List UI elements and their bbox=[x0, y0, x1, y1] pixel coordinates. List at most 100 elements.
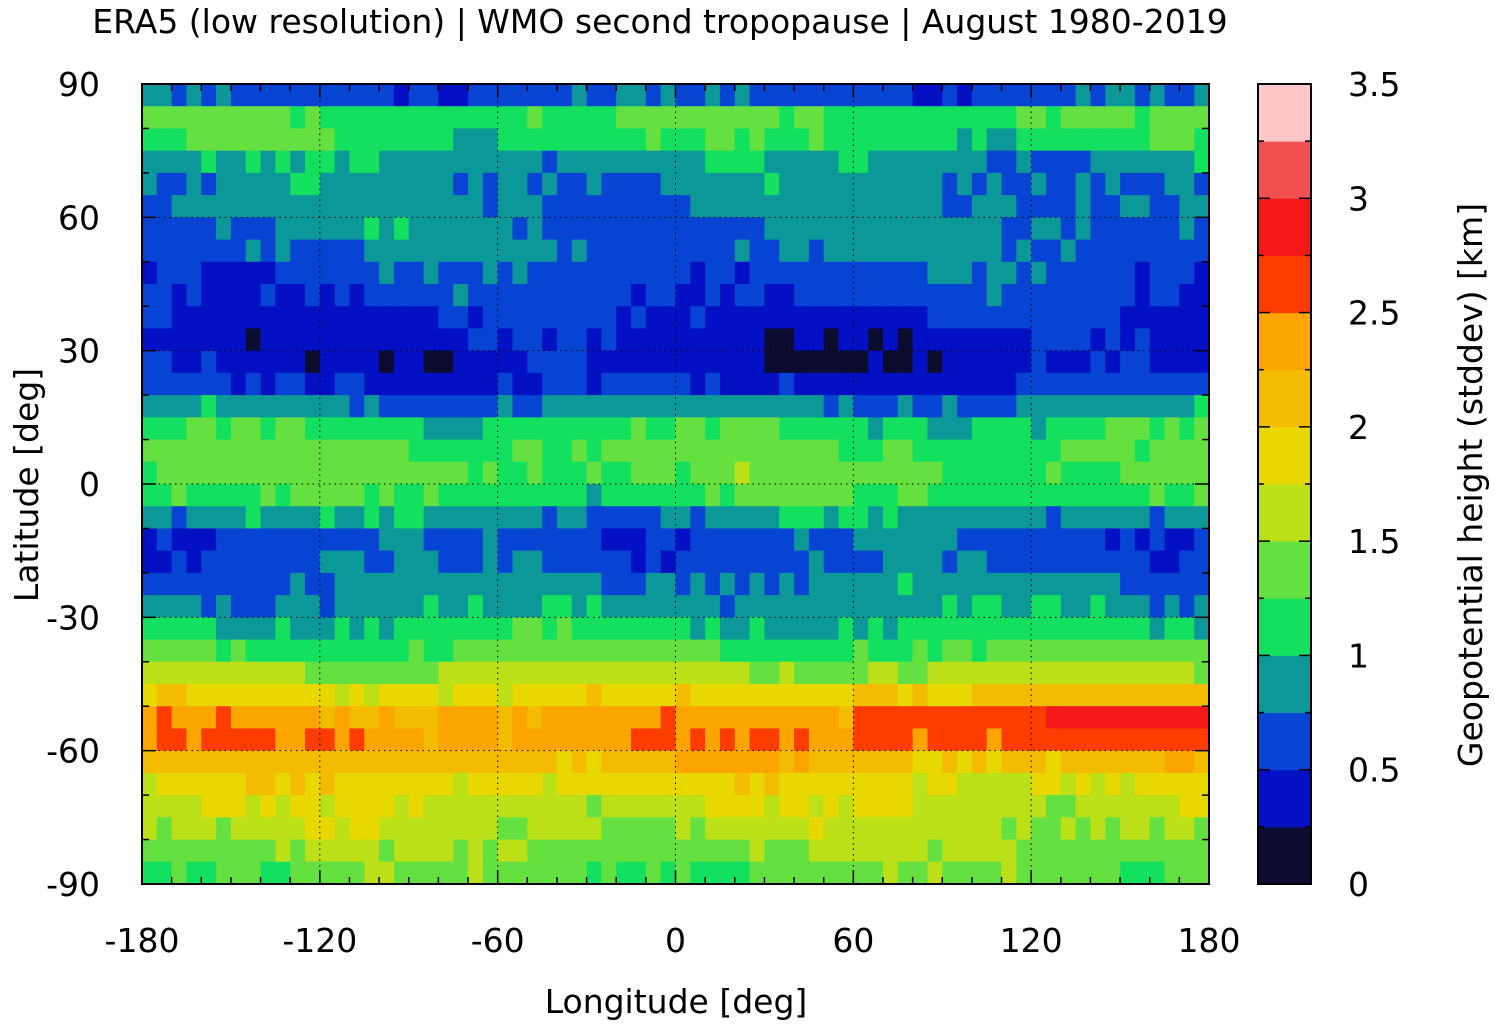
heatmap-cell bbox=[690, 861, 706, 885]
heatmap-cell bbox=[957, 550, 973, 574]
heatmap-cell bbox=[601, 572, 617, 596]
heatmap-cell bbox=[1134, 661, 1151, 685]
heatmap-cell bbox=[349, 261, 365, 285]
heatmap-cell bbox=[171, 772, 188, 796]
heatmap-cell bbox=[779, 595, 795, 618]
heatmap-cell bbox=[823, 261, 840, 285]
heatmap-cell bbox=[142, 84, 158, 107]
heatmap-cell bbox=[230, 706, 247, 730]
heatmap-cell bbox=[868, 484, 884, 507]
heatmap-cell bbox=[823, 684, 840, 707]
heatmap-cell bbox=[512, 750, 528, 774]
heatmap-cell bbox=[393, 261, 410, 285]
heatmap-cell bbox=[305, 772, 321, 796]
heatmap-cell bbox=[794, 84, 810, 107]
heatmap-cell bbox=[1179, 417, 1195, 441]
heatmap-cell bbox=[690, 550, 706, 574]
heatmap-cell bbox=[1120, 461, 1136, 485]
heatmap-cell bbox=[601, 461, 617, 485]
heatmap-cell bbox=[275, 128, 291, 152]
heatmap-cell bbox=[453, 350, 469, 374]
heatmap-cell bbox=[393, 172, 410, 196]
heatmap-cell bbox=[660, 595, 677, 618]
heatmap-cell bbox=[601, 684, 617, 707]
heatmap-cell bbox=[556, 150, 573, 174]
heatmap-cell bbox=[794, 728, 810, 752]
heatmap-cell bbox=[468, 861, 484, 885]
heatmap-cell bbox=[1031, 639, 1047, 663]
heatmap-cell bbox=[571, 328, 588, 352]
heatmap-cell bbox=[408, 84, 425, 107]
heatmap-cell bbox=[675, 706, 691, 730]
heatmap-cell bbox=[230, 284, 247, 307]
heatmap-cell bbox=[942, 706, 958, 730]
heatmap-cell bbox=[571, 261, 588, 285]
heatmap-cell bbox=[734, 750, 751, 774]
heatmap-cell bbox=[882, 861, 899, 885]
heatmap-cell bbox=[453, 528, 469, 552]
heatmap-cell bbox=[156, 128, 173, 152]
heatmap-cell bbox=[690, 128, 706, 152]
heatmap-cell bbox=[586, 595, 602, 618]
heatmap-cell bbox=[1001, 772, 1017, 796]
heatmap-cell bbox=[1179, 750, 1195, 774]
heatmap-cell bbox=[142, 728, 158, 752]
heatmap-cell bbox=[260, 461, 276, 485]
heatmap-cell bbox=[749, 239, 766, 263]
heatmap-cell bbox=[171, 395, 188, 418]
heatmap-cell bbox=[482, 372, 499, 396]
heatmap-cell bbox=[868, 572, 884, 596]
heatmap-cell bbox=[1105, 661, 1121, 685]
heatmap-cell bbox=[838, 150, 854, 174]
heatmap-cell bbox=[201, 261, 217, 285]
heatmap-cell bbox=[586, 395, 602, 418]
heatmap-cell bbox=[631, 861, 647, 885]
heatmap-cell bbox=[512, 772, 528, 796]
heatmap-cell bbox=[453, 684, 469, 707]
heatmap-cell bbox=[438, 617, 454, 641]
heatmap-cell bbox=[349, 817, 365, 841]
heatmap-cell bbox=[690, 750, 706, 774]
heatmap-cell bbox=[957, 639, 973, 663]
heatmap-cell bbox=[364, 550, 380, 574]
heatmap-cell bbox=[645, 772, 662, 796]
heatmap-cell bbox=[364, 350, 380, 374]
heatmap-cell bbox=[216, 506, 232, 530]
heatmap-cell bbox=[823, 150, 840, 174]
heatmap-cell bbox=[794, 439, 810, 463]
heatmap-cell bbox=[468, 84, 484, 107]
heatmap-cell bbox=[779, 772, 795, 796]
heatmap-cell bbox=[808, 395, 825, 418]
heatmap-cell bbox=[275, 439, 291, 463]
heatmap-cell bbox=[556, 372, 573, 396]
heatmap-cell bbox=[245, 106, 262, 130]
heatmap-cell bbox=[230, 150, 247, 174]
heatmap-cell bbox=[631, 484, 647, 507]
heatmap-cell bbox=[1031, 395, 1047, 418]
heatmap-cell bbox=[201, 750, 217, 774]
heatmap-cell bbox=[156, 861, 173, 885]
heatmap-cell bbox=[349, 839, 365, 863]
heatmap-cell bbox=[823, 572, 840, 596]
heatmap-cell bbox=[601, 506, 617, 530]
heatmap-cell bbox=[971, 417, 988, 441]
heatmap-cell bbox=[853, 84, 869, 107]
heatmap-cell bbox=[690, 84, 706, 107]
heatmap-cell bbox=[453, 395, 469, 418]
heatmap-cell bbox=[245, 439, 262, 463]
heatmap-cell bbox=[1194, 217, 1210, 241]
y-tick-label: 30 bbox=[58, 332, 100, 371]
heatmap-cell bbox=[156, 639, 173, 663]
heatmap-cell bbox=[705, 528, 721, 552]
heatmap-cell bbox=[1060, 217, 1077, 241]
heatmap-cell bbox=[156, 572, 173, 596]
heatmap-cell bbox=[1060, 306, 1077, 330]
heatmap-cell bbox=[764, 839, 780, 863]
heatmap-cell bbox=[542, 550, 558, 574]
heatmap-cell bbox=[349, 150, 365, 174]
heatmap-cell bbox=[156, 395, 173, 418]
heatmap-cell bbox=[868, 839, 884, 863]
heatmap-cell bbox=[438, 217, 454, 241]
heatmap-cell bbox=[897, 328, 914, 352]
heatmap-cell bbox=[497, 661, 514, 685]
